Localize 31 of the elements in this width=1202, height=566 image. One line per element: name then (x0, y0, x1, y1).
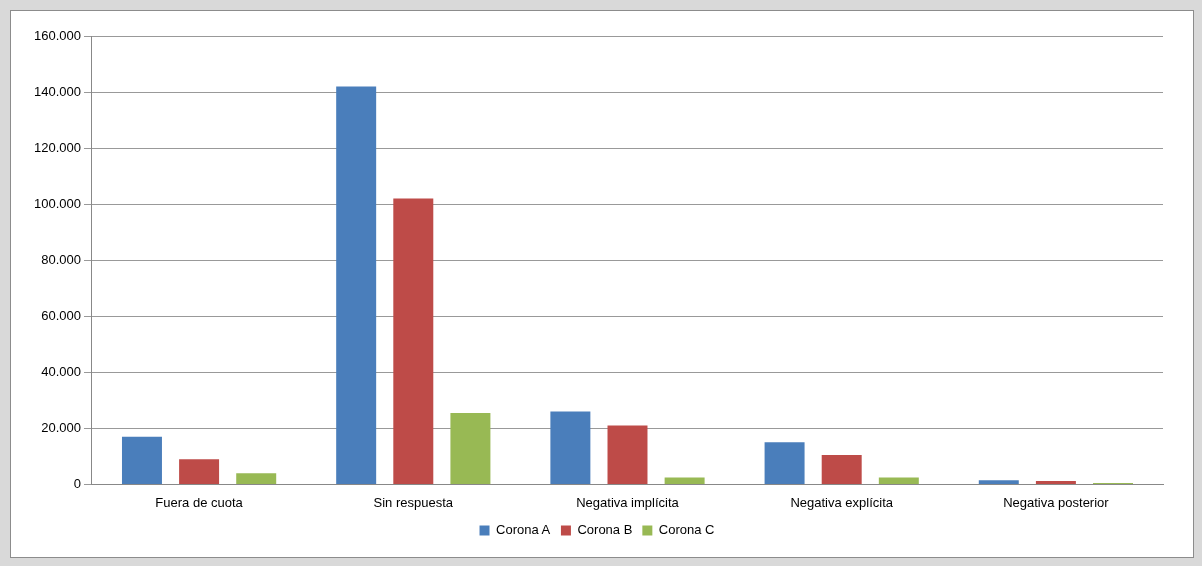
y-tick-label: 140.000 (33, 83, 81, 99)
x-tick-label: Fuera de cuota (155, 494, 244, 510)
bar (121, 436, 162, 484)
x-tick-label: Negativa posterior (1003, 494, 1110, 510)
x-tick-label: Negativa explícita (790, 494, 894, 510)
bar (764, 442, 805, 484)
bar (821, 454, 862, 484)
bar (1035, 481, 1076, 484)
bar (336, 86, 377, 484)
bar (236, 473, 277, 484)
x-tick-label: Sin respuesta (373, 494, 454, 510)
bar (664, 477, 705, 484)
y-tick-label: 40.000 (41, 363, 81, 379)
bar (607, 425, 648, 484)
bar (550, 411, 591, 484)
bar (978, 480, 1019, 484)
bar (393, 198, 434, 484)
x-tick-label: Negativa implícita (576, 494, 680, 510)
y-tick-label: 60.000 (41, 307, 81, 323)
y-tick-label: 0 (73, 475, 81, 491)
bar (878, 477, 919, 484)
y-tick-label: 100.000 (33, 195, 81, 211)
y-tick-label: 80.000 (41, 251, 81, 267)
y-tick-label: 120.000 (33, 139, 81, 155)
y-tick-label: 160.000 (33, 27, 81, 43)
legend-label: Corona C (658, 522, 715, 538)
legend-label: Corona A (496, 522, 551, 538)
y-tick-label: 20.000 (41, 419, 81, 435)
bar (450, 412, 491, 484)
legend-label: Corona B (577, 522, 633, 538)
bar (179, 459, 220, 484)
